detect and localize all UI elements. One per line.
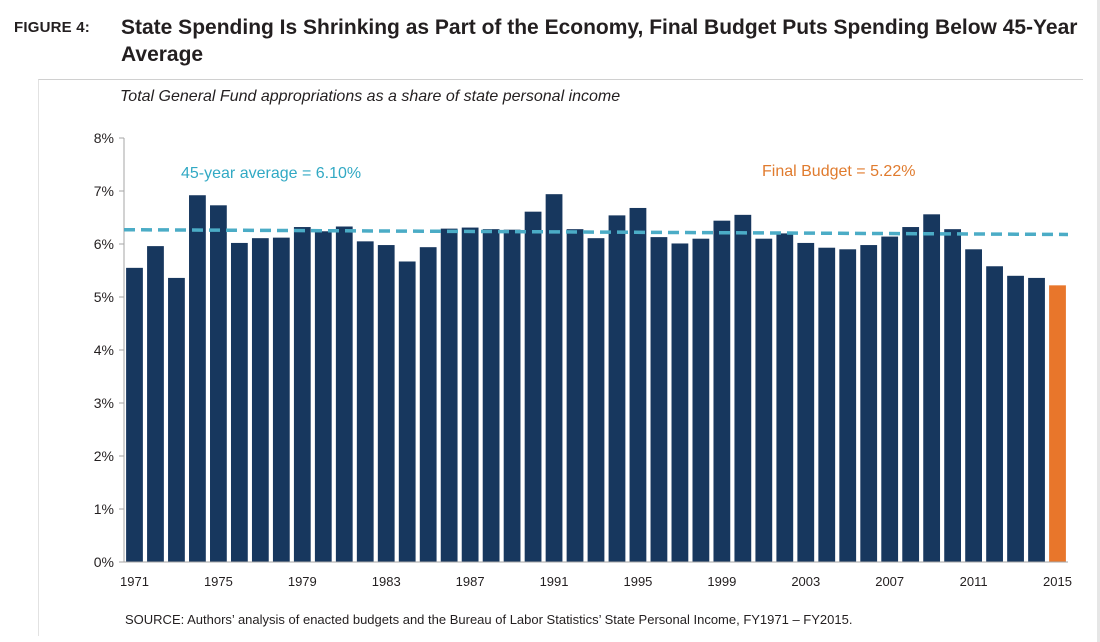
bar xyxy=(126,267,143,562)
bar xyxy=(1007,275,1024,562)
bar xyxy=(860,245,878,562)
page-edge xyxy=(1097,0,1100,642)
bar xyxy=(965,249,982,563)
bar xyxy=(671,243,689,562)
bar xyxy=(377,245,395,562)
bar xyxy=(168,277,185,562)
bar xyxy=(923,214,941,562)
bar xyxy=(755,238,773,562)
bars xyxy=(126,194,1066,563)
bar xyxy=(839,249,857,563)
bar xyxy=(461,227,479,562)
y-tick-label: 4% xyxy=(94,342,114,358)
y-tick-label: 6% xyxy=(94,236,114,252)
bar xyxy=(587,238,605,563)
bar xyxy=(1028,277,1045,562)
average-line xyxy=(123,227,1069,237)
average-label: 45-year average = 6.10% xyxy=(181,165,361,182)
bar xyxy=(314,231,332,562)
bar xyxy=(398,261,416,562)
x-tick-label: 1999 xyxy=(707,574,736,589)
source-note: SOURCE: Authors’ analysis of enacted bud… xyxy=(125,612,853,627)
bar xyxy=(734,214,752,562)
x-tick-label: 1991 xyxy=(540,574,569,589)
final-budget-label: Final Budget = 5.22% xyxy=(762,163,915,180)
y-tick-label: 5% xyxy=(94,289,114,305)
bar xyxy=(608,215,626,562)
bar xyxy=(419,247,437,562)
y-tick-label: 1% xyxy=(94,501,114,517)
bar xyxy=(776,233,794,562)
bar xyxy=(797,242,815,562)
y-tick-label: 2% xyxy=(94,448,114,464)
bar xyxy=(713,220,731,562)
bar xyxy=(440,228,458,562)
bar xyxy=(189,195,206,563)
chart-subtitle: Total General Fund appropriations as a s… xyxy=(120,88,621,105)
bar xyxy=(251,238,269,563)
bar xyxy=(503,229,521,562)
bar xyxy=(566,229,584,562)
bar xyxy=(944,229,962,562)
x-tick-label: 2003 xyxy=(791,574,820,589)
bar xyxy=(881,236,899,562)
x-tick-label: 1979 xyxy=(288,574,317,589)
x-tick-label: 2011 xyxy=(960,574,988,589)
y-axis: 0% 1% 2% 3% 4% 5% 6% 7% 8% xyxy=(94,130,125,570)
bar xyxy=(902,227,920,563)
bar xyxy=(272,237,290,562)
x-tick-label: 1987 xyxy=(456,574,485,589)
bar xyxy=(356,241,374,562)
y-tick-label: 3% xyxy=(94,395,114,411)
x-tick-label: 1975 xyxy=(204,574,233,589)
bar xyxy=(210,205,227,562)
y-tick-label: 7% xyxy=(94,183,114,199)
x-axis: 1971 1975 1979 1983 1987 1991 1995 1999 2003 2007… xyxy=(120,561,1072,589)
y-tick-label: 8% xyxy=(94,130,114,146)
bar xyxy=(482,229,500,562)
bar xyxy=(692,238,710,562)
figure-label: FIGURE 4: xyxy=(14,19,90,36)
bar xyxy=(545,194,563,562)
bar xyxy=(629,207,647,562)
bar xyxy=(818,247,836,562)
bar xyxy=(230,242,248,562)
x-tick-label: 1983 xyxy=(372,574,401,589)
x-tick-label: 1971 xyxy=(120,574,149,589)
bar xyxy=(986,266,1003,562)
y-tick-label: 0% xyxy=(94,554,114,570)
bar xyxy=(293,227,311,563)
bar xyxy=(524,211,542,563)
x-tick-label: 1995 xyxy=(623,574,652,589)
bar-final-budget xyxy=(1049,285,1066,562)
bar xyxy=(650,237,668,563)
x-tick-label: 2015 xyxy=(1043,574,1072,589)
bar xyxy=(335,226,353,562)
x-tick-label: 2007 xyxy=(875,574,904,589)
figure-title: State Spending Is Shrinking as Part of t… xyxy=(121,16,1078,66)
bar xyxy=(147,246,164,562)
